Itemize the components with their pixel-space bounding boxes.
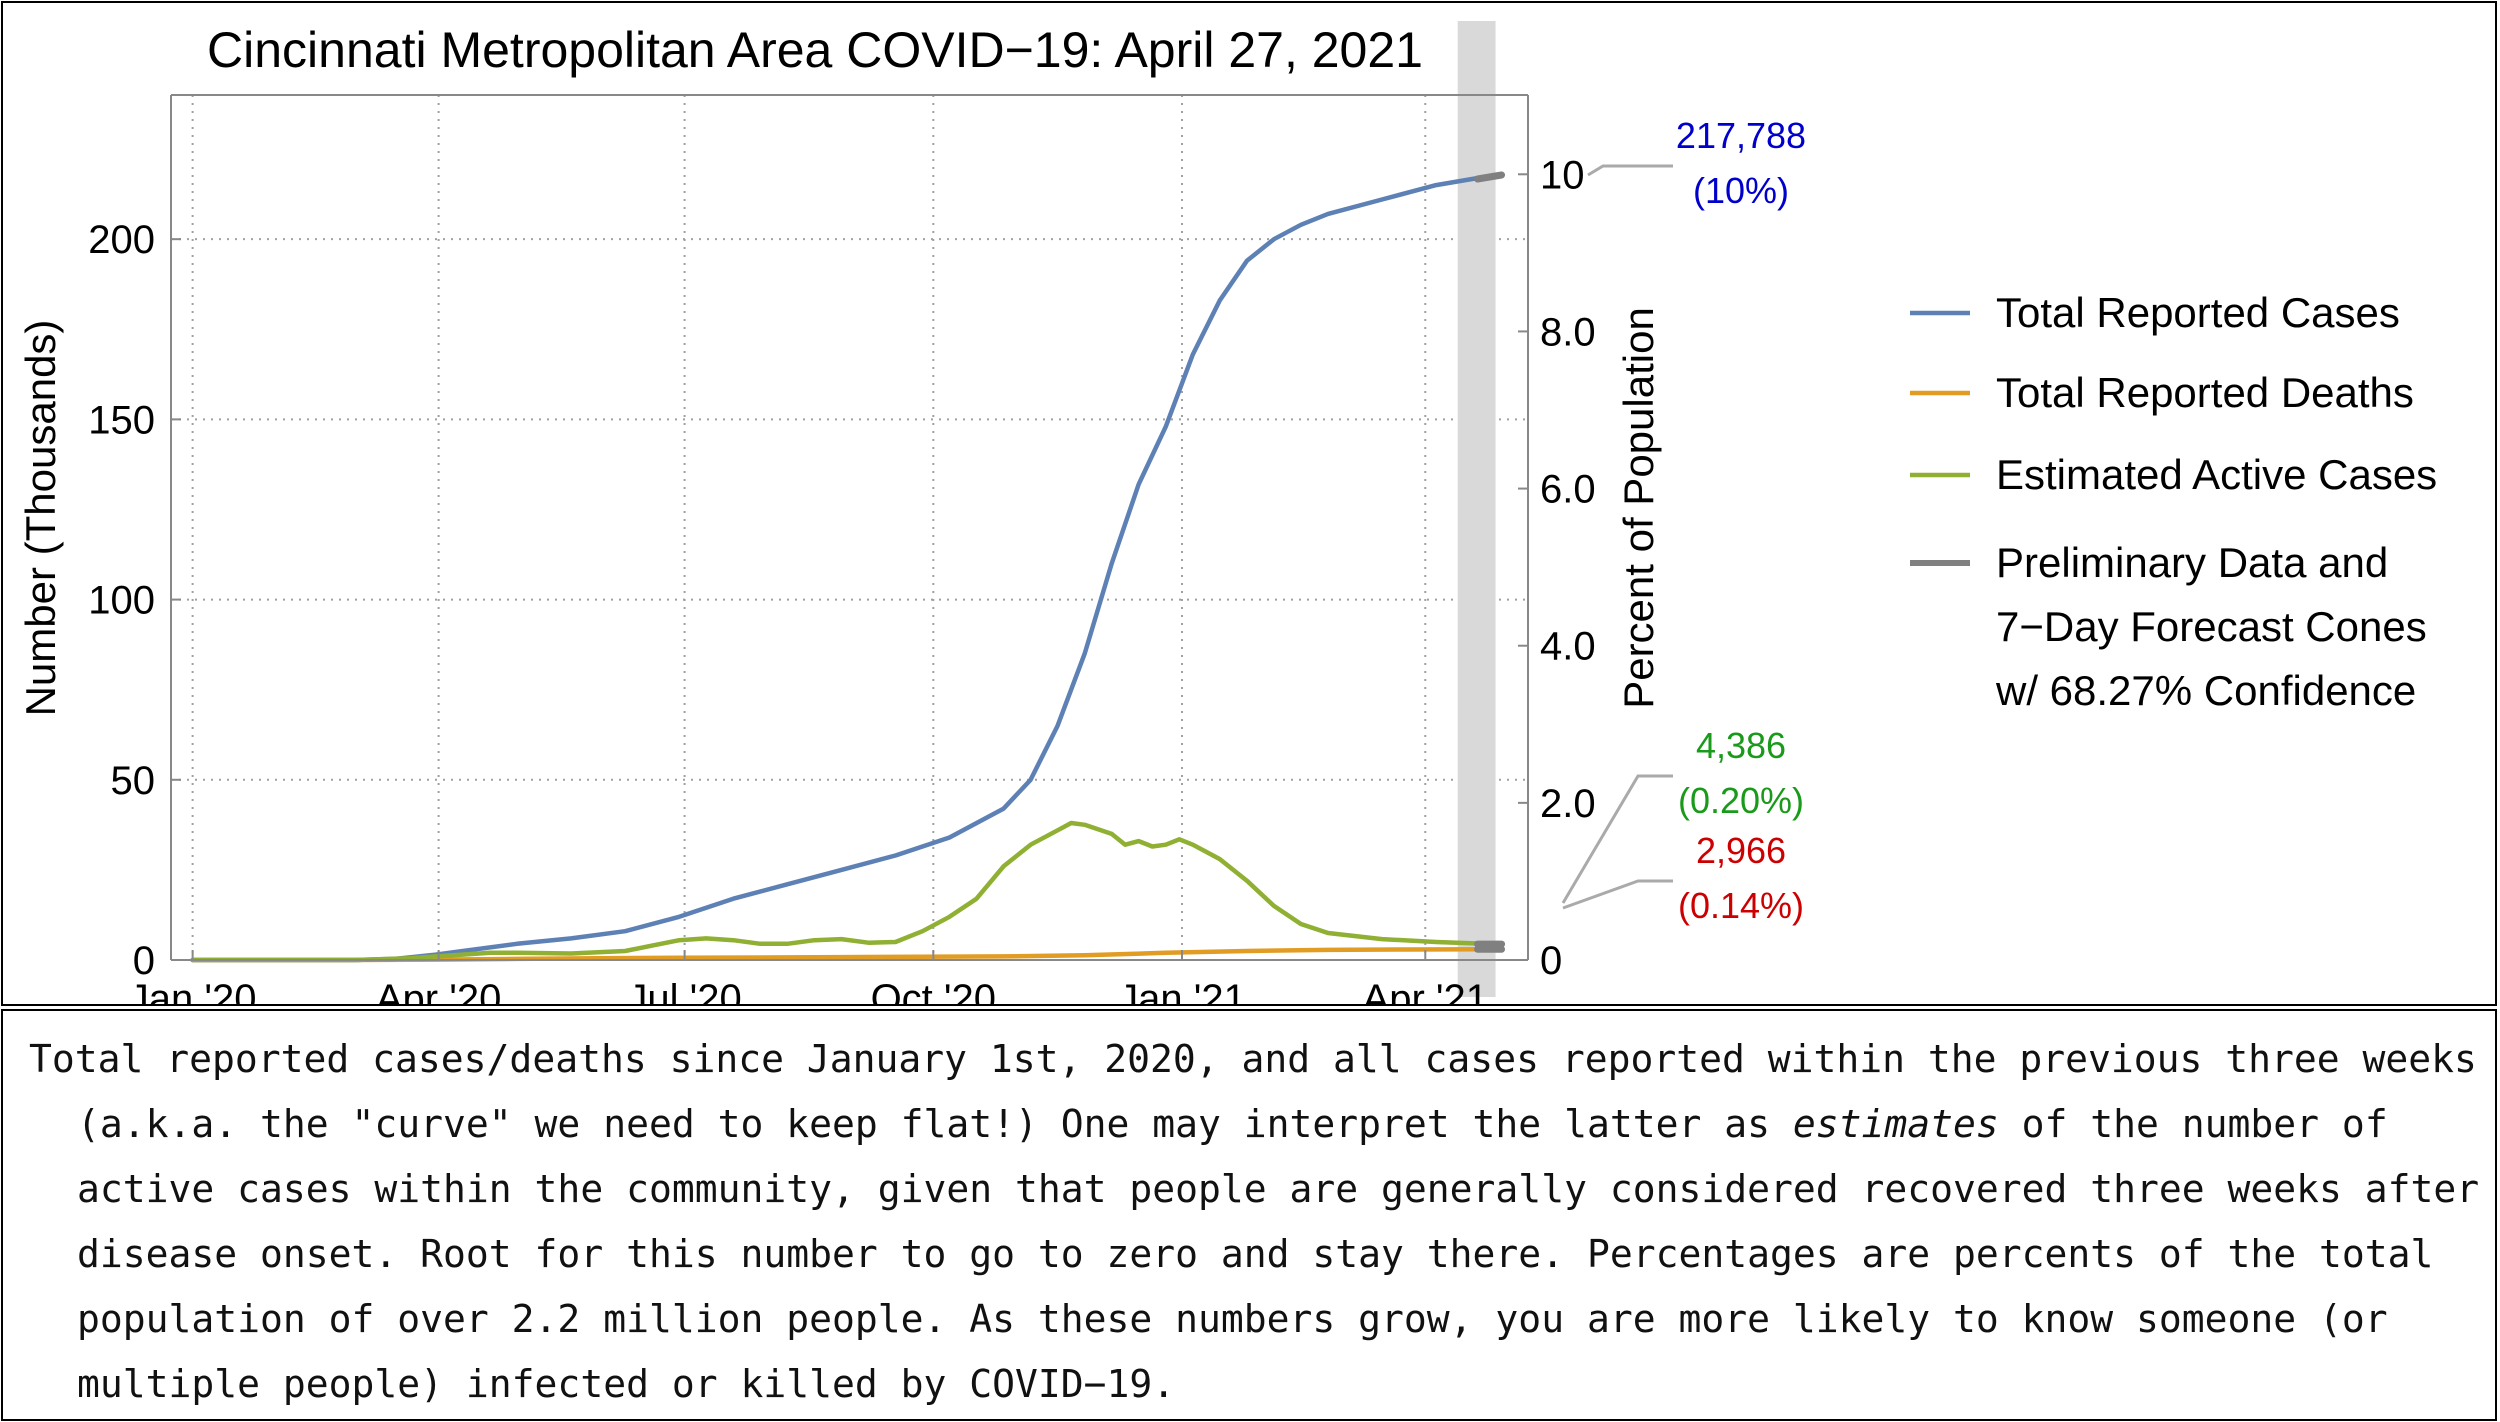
- band-layer: [1457, 21, 1496, 997]
- chart-svg: Cincinnati Metropolitan Area COVID−19: A…: [17, 21, 2437, 1004]
- active-callout-pct: (0.20%): [1678, 780, 1804, 821]
- chart-title: Cincinnati Metropolitan Area COVID−19: A…: [207, 22, 1423, 78]
- preliminary-segment: [1474, 171, 1506, 183]
- right-axis-label: Percent of Population: [1615, 307, 1662, 709]
- right-tick-label: 8.0: [1540, 310, 1596, 354]
- legend-preliminary-label: w/ 68.27% Confidence: [1995, 667, 2416, 714]
- caption-text: Total reported cases/deaths since Januar…: [29, 1027, 2500, 1417]
- cases-callout-value: 217,788: [1676, 115, 1806, 156]
- legend-total-cases-label: Total Reported Cases: [1996, 289, 2400, 336]
- y-tick-label: 150: [88, 398, 155, 442]
- x-tick-label: Jul '20: [627, 977, 741, 1004]
- legend-active-cases-label: Estimated Active Cases: [1996, 451, 2437, 498]
- series-layer: [190, 171, 1506, 963]
- y-tick-label: 200: [88, 218, 155, 262]
- right-tick-label: 4.0: [1540, 625, 1596, 669]
- x-tick-label: Oct '20: [871, 977, 996, 1004]
- cases-callout-pct: (10%): [1693, 170, 1789, 211]
- y-tick-label: 0: [133, 939, 155, 983]
- caption-text-part-2: of the number of active cases within the…: [77, 1102, 2480, 1406]
- deaths-callout-value: 2,966: [1696, 830, 1786, 871]
- grid-layer: [171, 95, 1528, 960]
- total-cases-line: [190, 172, 1498, 963]
- y-tick-label: 50: [111, 759, 156, 803]
- y-axis-label: Number (Thousands): [17, 320, 64, 717]
- active-callout-value: 4,386: [1696, 725, 1786, 766]
- x-tick-label: Apr '21: [1363, 977, 1489, 1004]
- cases-callout-leader: [1587, 164, 1673, 177]
- legend-preliminary-label: Preliminary Data and: [1996, 539, 2388, 586]
- right-tick-label: 2.0: [1540, 782, 1596, 826]
- right-tick-label: 0: [1540, 939, 1562, 983]
- deaths-callout-pct: (0.14%): [1678, 885, 1804, 926]
- active-callout-leader: [1561, 774, 1673, 904]
- caption-box: Total reported cases/deaths since Januar…: [1, 1009, 2497, 1421]
- chart-frame: Cincinnati Metropolitan Area COVID−19: A…: [1, 1, 2497, 1006]
- active-cases-line: [190, 820, 1498, 963]
- caption-emphasis: estimates: [1792, 1102, 1999, 1146]
- legend-total-deaths-label: Total Reported Deaths: [1996, 369, 2414, 416]
- preliminary-data-band: [1457, 21, 1496, 997]
- deaths-callout-leader: [1562, 879, 1673, 910]
- right-tick-label: 6.0: [1540, 468, 1596, 512]
- caption-text-part-1: Total reported cases/deaths since Januar…: [29, 1037, 2477, 1146]
- right-tick-label: 10: [1540, 153, 1585, 197]
- axes-layer: 0 50 100 150 200 0 2.0 4.0 6.0 8.0 10 Jan '20 Apr '2…: [88, 94, 1596, 1004]
- x-tick-label: Apr '20: [376, 977, 502, 1004]
- legend-layer: Total Reported Cases Total Reported Death…: [1910, 289, 2437, 714]
- x-tick-label: Jan '20: [129, 977, 257, 1004]
- y-tick-label: 100: [88, 579, 155, 623]
- callout-layer: 217,788 (10%) 4,386 (0.20%) 2,966 (0.14%): [1561, 115, 1806, 926]
- x-tick-label: Jan '21: [1118, 977, 1246, 1004]
- legend-preliminary-label: 7−Day Forecast Cones: [1996, 603, 2427, 650]
